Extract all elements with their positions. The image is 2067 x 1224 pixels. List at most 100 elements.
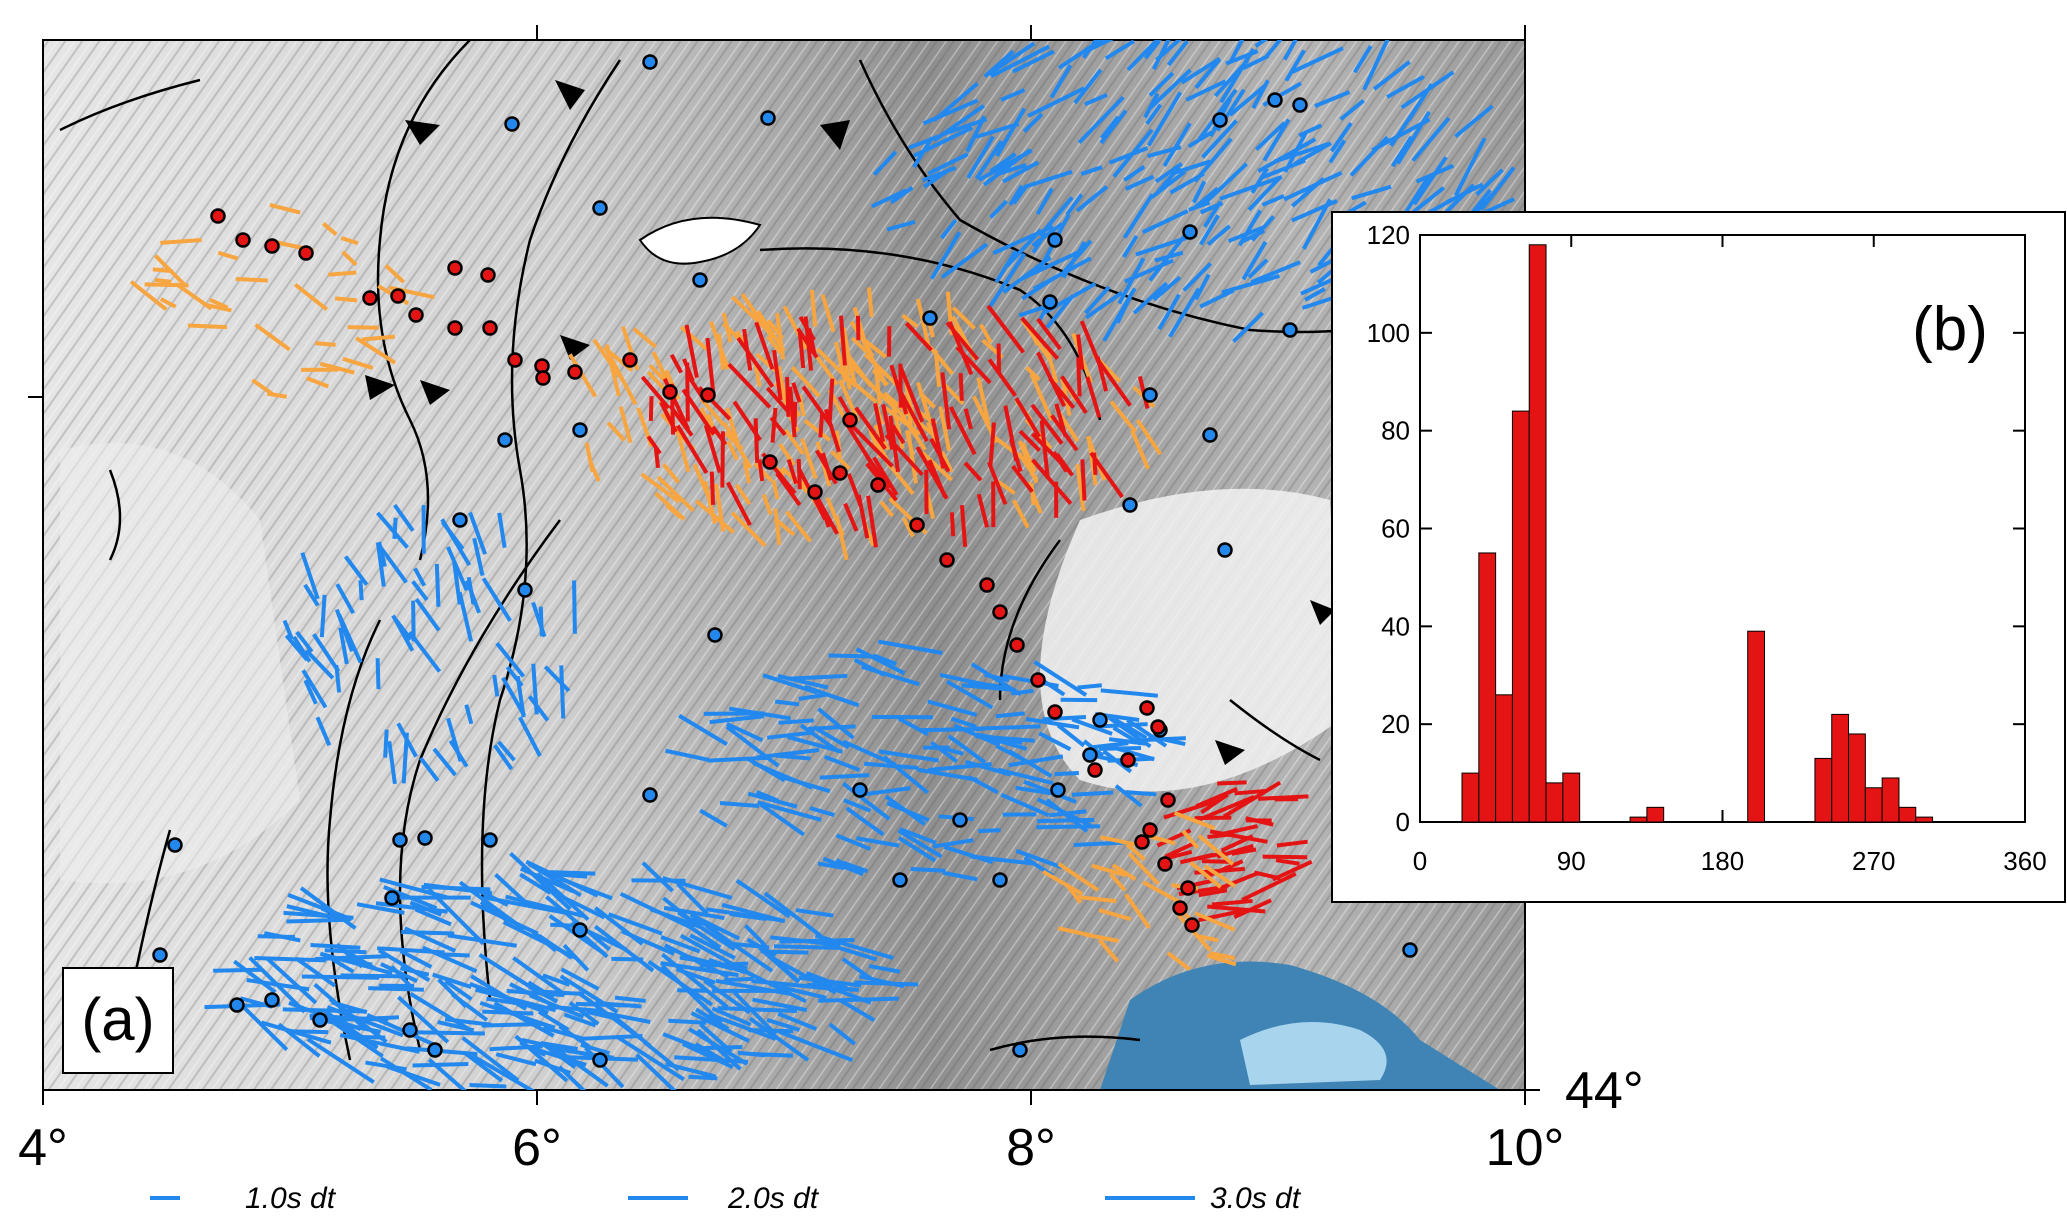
- splitting-bar: [1329, 121, 1353, 153]
- splitting-bar: [647, 959, 714, 1007]
- splitting-bar: [1039, 420, 1050, 480]
- splitting-bar: [321, 221, 338, 236]
- splitting-bar: [576, 990, 644, 1042]
- y-tick-label: 40: [1381, 611, 1410, 641]
- splitting-bar: [536, 872, 590, 922]
- splitting-bar: [819, 773, 870, 780]
- splitting-bar: [922, 166, 953, 189]
- splitting-bar: [493, 744, 514, 771]
- splitting-bar: [881, 403, 895, 450]
- histogram-bar: [1915, 816, 1934, 823]
- splitting-bar: [1211, 898, 1253, 907]
- splitting-bar: [328, 270, 357, 277]
- splitting-bar: [809, 289, 818, 328]
- splitting-bar: [254, 955, 327, 963]
- splitting-bar: [391, 614, 415, 652]
- splitting-bar: [1283, 132, 1308, 173]
- splitting-bar: [1217, 871, 1259, 891]
- splitting-bar: [1085, 290, 1124, 320]
- splitting-bar: [1065, 193, 1084, 216]
- splitting-bar: [1033, 660, 1088, 697]
- splitting-bar: [434, 563, 441, 607]
- splitting-bar: [1037, 817, 1095, 824]
- splitting-bar: [820, 294, 836, 333]
- splitting-bar: [1025, 717, 1080, 730]
- splitting-bar: [1168, 287, 1201, 338]
- station-dot-blue: [229, 997, 245, 1013]
- splitting-bar: [1113, 717, 1148, 740]
- splitting-bar: [263, 931, 301, 943]
- splitting-bar: [545, 871, 588, 879]
- splitting-bar: [765, 386, 791, 414]
- splitting-bar: [721, 902, 786, 924]
- splitting-bar: [1048, 377, 1076, 410]
- splitting-bar: [879, 500, 895, 518]
- splitting-bar: [835, 858, 863, 875]
- splitting-bar: [660, 961, 739, 978]
- splitting-bar: [1298, 123, 1323, 138]
- splitting-bar: [478, 889, 509, 907]
- splitting-bar: [866, 495, 879, 548]
- splitting-bar: [1060, 375, 1088, 414]
- histogram-bar: [1848, 733, 1866, 823]
- splitting-bar: [1207, 832, 1235, 839]
- splitting-bar: [314, 954, 387, 961]
- station-dot-red: [447, 260, 463, 276]
- splitting-bar: [444, 979, 473, 1001]
- splitting-bar: [540, 1041, 578, 1051]
- splitting-bar: [1036, 824, 1101, 830]
- splitting-bar: [1100, 115, 1120, 140]
- splitting-bar: [562, 943, 590, 972]
- splitting-bar: [1201, 119, 1238, 159]
- station-dot-blue: [392, 832, 408, 848]
- splitting-bar: [254, 323, 291, 352]
- splitting-bar: [422, 945, 478, 974]
- splitting-bar: [1164, 840, 1197, 859]
- splitting-bar: [959, 505, 968, 547]
- splitting-bar: [399, 949, 433, 969]
- splitting-bar: [940, 218, 958, 240]
- station-dot-blue: [572, 422, 588, 438]
- legend-label-1s: 1.0s dt: [245, 1182, 337, 1215]
- splitting-bar: [343, 555, 369, 586]
- splitting-bar: [883, 406, 921, 436]
- splitting-bar: [1031, 222, 1064, 248]
- splitting-bar: [942, 117, 988, 136]
- x-tick-label-8: 8°: [1006, 1119, 1056, 1177]
- splitting-bar: [729, 912, 767, 921]
- station-dot-red: [842, 412, 858, 428]
- station-dot-red: [1030, 672, 1046, 688]
- station-dot-blue: [167, 837, 183, 853]
- splitting-bar: [796, 459, 802, 490]
- splitting-bar: [326, 1005, 404, 1038]
- splitting-bar: [773, 508, 782, 546]
- splitting-bar: [940, 451, 954, 473]
- splitting-bar: [471, 1054, 536, 1090]
- splitting-bar: [640, 472, 681, 504]
- splitting-bar: [1098, 908, 1132, 922]
- splitting-bar: [213, 967, 264, 973]
- histogram-bar: [1528, 244, 1547, 823]
- splitting-bar: [866, 287, 874, 318]
- histogram-bar: [1478, 552, 1497, 823]
- splitting-bar: [497, 512, 507, 548]
- splitting-bar: [129, 280, 168, 312]
- splitting-bar: [699, 397, 726, 427]
- splitting-bar: [1241, 240, 1268, 281]
- splitting-bar: [1198, 888, 1228, 898]
- splitting-bar: [901, 313, 919, 329]
- splitting-bar: [1194, 273, 1211, 301]
- splitting-bar: [217, 250, 239, 261]
- splitting-bar: [294, 956, 337, 988]
- splitting-bar: [414, 907, 452, 927]
- splitting-bar: [727, 362, 772, 409]
- splitting-bar: [1065, 883, 1083, 904]
- splitting-bar: [315, 716, 332, 747]
- station-dot-red: [762, 454, 778, 470]
- splitting-bar: [446, 546, 469, 592]
- splitting-bar: [843, 798, 872, 813]
- splitting-bar: [340, 236, 359, 246]
- splitting-bar: [1092, 452, 1098, 475]
- splitting-bar: [469, 1083, 507, 1089]
- panel-b-label: (b): [1912, 295, 1988, 364]
